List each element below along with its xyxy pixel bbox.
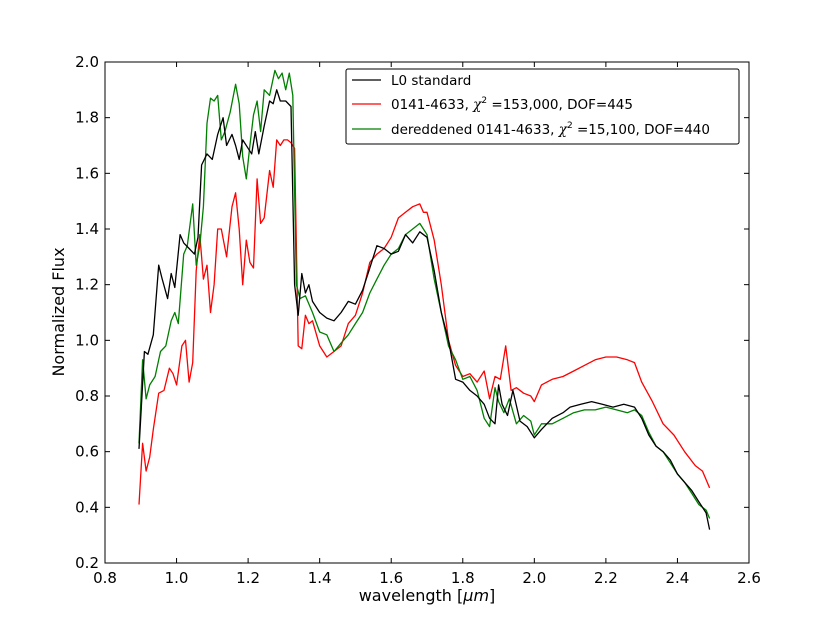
legend-entry-dereddened-pre: dereddened 0141-4633, [391,122,559,138]
legend-entry-dereddened: dereddened 0141-4633, χ2 =15,100, DOF=44… [391,121,710,138]
x-axis-label-unit-mu: μm [462,586,489,605]
series-line-dereddened-0141-4633 [138,69,711,519]
legend-entry-0141-4633-post: =153,000, DOF=445 [487,97,633,113]
y-tick-label: 1.6 [75,164,99,182]
legend-entry-l0-standard-text: L0 standard [391,73,471,89]
y-tick-label: 1.2 [75,276,99,294]
x-tick-label: 1.4 [308,569,332,587]
legend-entry-dereddened-chi: χ [558,122,568,138]
x-tick-label: 2.0 [522,569,546,587]
legend-box [345,68,740,145]
x-tick-label: 0.8 [93,569,117,587]
y-tick-label: 2.0 [75,53,99,71]
x-tick-label: 1.2 [236,569,260,587]
y-tick-label: 0.8 [75,387,99,405]
series-line-l0-standard [138,89,711,530]
x-tick-label: 2.2 [594,569,618,587]
y-tick-label: 1.4 [75,220,99,238]
plot-lines [138,69,711,530]
x-tick-label: 1.8 [451,569,475,587]
series-line-0141-4633 [138,139,711,505]
y-tick-label: 0.6 [75,443,99,461]
legend-entry-0141-4633-pre: 0141-4633, [391,97,473,113]
y-tick-label: 0.2 [75,554,99,572]
y-axis-label: Normalized Flux [49,247,68,376]
x-axis-label: wavelength [μm] [359,586,496,605]
legend-entry-0141-4633: 0141-4633, χ2 =153,000, DOF=445 [391,96,633,113]
legend-entry-0141-4633-sup: 2 [481,96,487,106]
y-tick-label: 1.0 [75,331,99,349]
legend-entry-l0-standard: L0 standard [391,73,471,89]
y-tick-label: 1.8 [75,109,99,127]
legend-entry-dereddened-post: =15,100, DOF=440 [573,122,710,138]
plot-frame [104,61,750,564]
x-axis-label-unit-close: ] [489,586,495,605]
x-tick-label: 1.0 [165,569,189,587]
x-tick-label: 1.6 [379,569,403,587]
legend: L0 standard 0141-4633, χ2 =153,000, DOF=… [345,68,740,145]
x-tick-label: 2.4 [666,569,690,587]
legend-entry-dereddened-sup: 2 [567,121,573,131]
x-axis-label-main: wavelength [359,586,457,605]
legend-entry-0141-4633-chi: χ [472,97,482,113]
x-axis-label-unit-open: [ [457,586,463,605]
axis-tick-labels: 0.8 1.0 1.2 1.4 1.6 1.8 2.0 2.2 2.4 2.6 0.2 0.4 0.6 0… [75,53,761,587]
axis-ticks [104,61,750,564]
x-tick-label: 2.6 [737,569,761,587]
y-tick-label: 0.4 [75,498,99,516]
